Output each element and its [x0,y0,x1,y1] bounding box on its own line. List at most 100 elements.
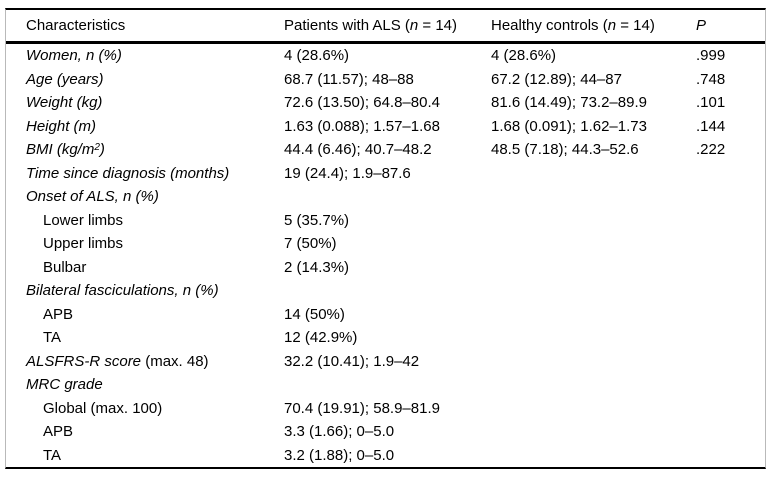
table-row: APB 3.3 (1.66); 0–5.0 [6,420,765,444]
cell-als: 12 (42.9%) [284,329,358,347]
patient-characteristics-table: Characteristics Patients with ALS (n = 1… [6,10,765,467]
cell-p: .144 [696,117,726,135]
cell-hc [491,397,696,421]
cell-hc: 1.68 (0.091); 1.62–1.73 [491,117,647,135]
cell-als: 70.4 (19.91); 58.9–81.9 [284,399,440,417]
cell-hc [491,256,696,280]
cell-hc [491,279,696,303]
table-row: APB 14 (50%) [6,303,765,327]
row-label: TA [43,329,62,347]
cell-p [696,444,765,468]
col-header-als-n: n [409,17,419,34]
row-label: BMI (kg/m2) [26,141,105,159]
cell-als [284,279,491,303]
col-header-p-label: P [696,17,707,34]
table-row: BMI (kg/m2) 44.4 (6.46); 40.7–48.2 48.5 … [6,138,765,162]
row-label: Age (years) [26,70,104,88]
row-label: MRC grade [26,376,103,394]
row-label: APB [43,305,74,323]
cell-als: 1.63 (0.088); 1.57–1.68 [284,117,440,135]
cell-als [284,185,491,209]
cell-hc [491,326,696,350]
row-label: ALSFRS-R score (max. 48) [26,352,209,370]
row-label: Global (max. 100) [43,399,163,417]
table-row: Weight (kg) 72.6 (13.50); 64.8–80.4 81.6… [6,91,765,115]
cell-p [696,256,765,280]
cell-hc [491,303,696,327]
row-label: Women, n (%) [26,47,122,65]
col-header-characteristics: Characteristics [6,10,284,44]
row-label: Lower limbs [43,211,124,229]
cell-hc: 67.2 (12.89); 44–87 [491,70,622,88]
col-header-characteristics-label: Characteristics [26,17,126,34]
table-header: Characteristics Patients with ALS (n = 1… [6,10,765,44]
cell-als: 68.7 (11.57); 48–88 [284,70,414,88]
cell-hc [491,444,696,468]
cell-als: 72.6 (13.50); 64.8–80.4 [284,94,440,112]
col-header-als-suffix: = 14) [418,17,458,34]
cell-als: 3.2 (1.88); 0–5.0 [284,446,395,464]
row-label: Bulbar [43,258,87,276]
col-header-hc-n: n [607,17,617,34]
col-header-patients-als: Patients with ALS (n = 14) [284,10,491,44]
cell-p [696,279,765,303]
cell-hc [491,420,696,444]
cell-als: 3.3 (1.66); 0–5.0 [284,423,395,441]
cell-p [696,326,765,350]
col-header-healthy-controls: Healthy controls (n = 14) [491,10,696,44]
row-label: Bilateral fasciculations, n (%) [26,282,219,300]
header-row: Characteristics Patients with ALS (n = 1… [6,10,765,44]
cell-p [696,373,765,397]
table-row: Time since diagnosis (months) 19 (24.4);… [6,162,765,186]
row-label: Upper limbs [43,235,124,253]
col-header-hc-prefix: Healthy controls ( [491,17,608,34]
cell-p [696,185,765,209]
col-header-hc-suffix: = 14) [616,17,655,34]
table-row: Bilateral fasciculations, n (%) [6,279,765,303]
table-row: TA 3.2 (1.88); 0–5.0 [6,444,765,468]
row-label: APB [43,423,74,441]
row-label: Onset of ALS, n (%) [26,188,159,206]
cell-hc [491,232,696,256]
cell-p: .101 [696,94,726,112]
table-body: Women, n (%) 4 (28.6%) 4 (28.6%) .999 Ag… [6,43,765,468]
table-row: Upper limbs 7 (50%) [6,232,765,256]
cell-hc [491,373,696,397]
cell-p [696,303,765,327]
cell-als [284,373,491,397]
cell-hc [491,185,696,209]
row-label: Time since diagnosis (months) [26,164,230,182]
cell-als: 14 (50%) [284,305,345,323]
row-label: TA [43,446,62,464]
table-row: Height (m) 1.63 (0.088); 1.57–1.68 1.68 … [6,115,765,139]
cell-p [696,232,765,256]
cell-hc [491,350,696,374]
characteristics-table: Characteristics Patients with ALS (n = 1… [5,8,766,469]
table-row: ALSFRS-R score (max. 48) 32.2 (10.41); 1… [6,350,765,374]
table-row: Age (years) 68.7 (11.57); 48–88 67.2 (12… [6,68,765,92]
table-row: MRC grade [6,373,765,397]
cell-p: .748 [696,70,726,88]
table-row: Bulbar 2 (14.3%) [6,256,765,280]
table-row: Global (max. 100) 70.4 (19.91); 58.9–81.… [6,397,765,421]
cell-als: 19 (24.4); 1.9–87.6 [284,164,411,182]
cell-als: 4 (28.6%) [284,47,350,65]
cell-hc [491,209,696,233]
cell-als: 44.4 (6.46); 40.7–48.2 [284,141,432,159]
cell-hc [491,162,696,186]
cell-p [696,397,765,421]
row-label: Weight (kg) [26,94,103,112]
table-row: Onset of ALS, n (%) [6,185,765,209]
cell-p [696,209,765,233]
cell-p [696,420,765,444]
cell-als: 2 (14.3%) [284,258,350,276]
cell-als: 5 (35.7%) [284,211,350,229]
cell-p: .999 [696,47,726,65]
row-label: Height (m) [26,117,97,135]
cell-als: 32.2 (10.41); 1.9–42 [284,352,420,370]
table-row: Women, n (%) 4 (28.6%) 4 (28.6%) .999 [6,43,765,68]
cell-hc: 81.6 (14.49); 73.2–89.9 [491,94,647,112]
table-row: Lower limbs 5 (35.7%) [6,209,765,233]
cell-p: .222 [696,141,726,159]
cell-p [696,162,765,186]
